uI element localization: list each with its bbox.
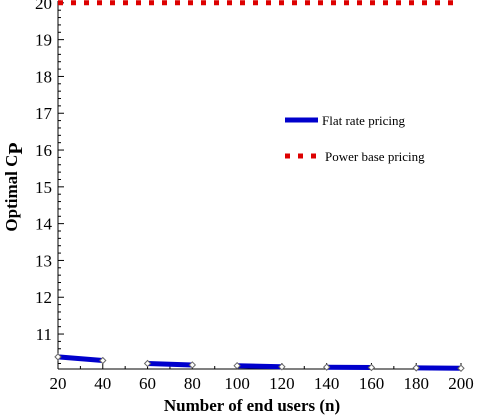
y-tick-label: 15 — [35, 178, 52, 197]
y-tick-label: 11 — [36, 325, 52, 344]
x-tick-label: 200 — [448, 374, 474, 393]
data-point — [99, 356, 107, 365]
x-tick-label: 180 — [403, 374, 429, 393]
data-point — [143, 359, 152, 368]
y-tick-label: 16 — [35, 141, 52, 160]
data-point — [188, 361, 197, 369]
x-tick-label: 80 — [184, 374, 201, 393]
y-tick-label: 17 — [35, 104, 53, 123]
legend-label: Power base pricing — [325, 149, 425, 164]
series-line — [237, 363, 282, 370]
y-axis-title-subscript: P — [5, 142, 27, 154]
data-point — [278, 363, 286, 371]
data-point — [412, 364, 420, 372]
legend: Flat rate pricing Power base pricing — [285, 113, 425, 164]
series-line — [57, 354, 104, 363]
series-flat-rate-pricing — [54, 353, 465, 372]
x-tick-label: 60 — [139, 374, 156, 393]
x-tick-label: 120 — [269, 374, 295, 393]
x-axis-ticks: 20 40 60 80 100 120 140 160 180 200 — [50, 363, 474, 393]
legend-label: Flat rate pricing — [322, 113, 406, 128]
series-line — [147, 361, 193, 368]
x-tick-label: 20 — [50, 374, 67, 393]
x-tick-label: 100 — [224, 374, 250, 393]
data-point — [54, 353, 62, 361]
data-point — [457, 364, 465, 372]
x-tick-label: 160 — [359, 374, 385, 393]
x-axis-title: Number of end users (n) — [164, 396, 340, 415]
y-tick-label: 20 — [35, 0, 52, 13]
y-tick-label: 18 — [35, 67, 52, 86]
y-tick-label: 12 — [35, 288, 52, 307]
x-tick-label: 40 — [94, 374, 111, 393]
y-tick-label: 19 — [35, 31, 52, 50]
y-tick-label: 14 — [35, 215, 53, 234]
plot-area — [54, 0, 465, 372]
data-point — [367, 363, 376, 372]
svg-text:Optimal CP: Optimal CP — [2, 142, 27, 231]
y-axis-title: Optimal CP — [2, 142, 27, 231]
y-tick-label: 13 — [35, 251, 52, 270]
data-point — [322, 363, 331, 371]
y-axis-title-main: Optimal C — [2, 155, 21, 232]
y-axis-ticks: 11 12 13 14 15 16 17 18 19 20 — [35, 0, 64, 364]
data-point — [233, 361, 241, 370]
axes — [57, 1, 461, 370]
x-tick-label: 140 — [314, 374, 340, 393]
